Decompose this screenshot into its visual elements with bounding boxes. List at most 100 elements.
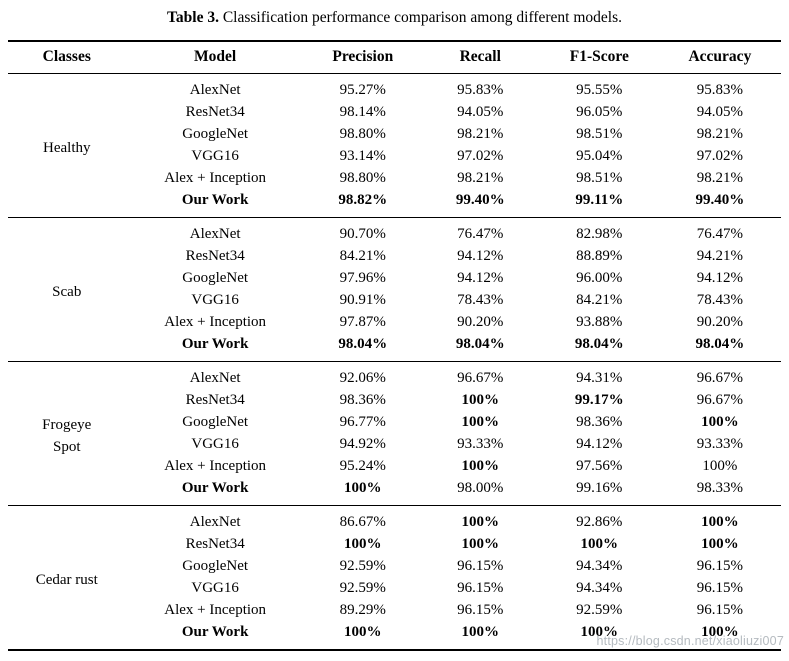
class-label: Scab (8, 217, 126, 362)
column-header-model: Model (125, 41, 305, 74)
f1-cell: 94.34% (576, 579, 623, 596)
table-row: ResNet34 84.21% 94.12% 88.89% 94.21% (8, 245, 781, 267)
model-cell: VGG16 (191, 435, 239, 452)
class-label: Frogeye Spot (8, 361, 126, 506)
table-row: GoogleNet 98.80% 98.21% 98.51% 98.21% (8, 123, 781, 145)
model-cell: Our Work (181, 335, 249, 352)
table-row: VGG16 92.59% 96.15% 94.34% 96.15% (8, 577, 781, 599)
column-header-f1-score: F1-Score (539, 41, 659, 74)
f1-cell: 95.04% (576, 147, 623, 164)
recall-cell: 94.05% (457, 103, 504, 120)
accuracy-cell: 94.12% (696, 269, 744, 286)
accuracy-cell: 96.15% (696, 557, 744, 574)
table-row: VGG16 90.91% 78.43% 84.21% 78.43% (8, 289, 781, 311)
f1-cell: 98.36% (576, 413, 623, 430)
recall-cell: 100% (461, 535, 500, 552)
accuracy-cell: 100% (701, 535, 739, 552)
f1-cell: 99.17% (574, 391, 624, 408)
table-row: Our Work 100% 100% 100% 100% (8, 621, 781, 650)
f1-cell: 88.89% (576, 247, 623, 264)
precision-cell: 98.04% (338, 335, 388, 352)
accuracy-cell: 76.47% (658, 217, 781, 245)
table-caption: Table 3. Classification performance comp… (0, 0, 789, 29)
model-cell: Alex + Inception (164, 169, 267, 186)
recall-cell: 96.67% (420, 361, 540, 389)
accuracy-cell: 98.21% (696, 125, 744, 142)
accuracy-cell: 96.67% (658, 361, 781, 389)
group-frogeye-spot: Frogeye Spot AlexNet 92.06% 96.67% 94.31… (8, 361, 781, 506)
model-cell: GoogleNet (182, 413, 249, 430)
f1-cell: 98.51% (576, 169, 623, 186)
precision-cell: 95.27% (339, 81, 386, 98)
class-label: Cedar rust (8, 505, 126, 650)
recall-cell: 98.21% (457, 169, 504, 186)
csdn-watermark: https://blog.csdn.net/xiaoliuzi007 (596, 634, 784, 648)
accuracy-cell: 100% (701, 623, 739, 640)
precision-cell: 95.24% (339, 457, 386, 474)
model-cell: Our Work (181, 623, 249, 640)
model-cell: Our Work (181, 191, 249, 208)
model-cell: AlexNet (189, 81, 241, 98)
accuracy-cell: 96.15% (696, 579, 744, 596)
precision-cell: 100% (344, 623, 382, 640)
accuracy-cell: 78.43% (696, 291, 744, 308)
group-cedar-rust: Cedar rust AlexNet 86.67% 100% 92.86% 10… (8, 505, 781, 650)
model-cell: VGG16 (191, 579, 239, 596)
model-cell: Alex + Inception (164, 457, 267, 474)
recall-cell: 100% (461, 413, 500, 430)
accuracy-cell: 95.83% (696, 81, 744, 98)
f1-cell: 92.59% (576, 601, 623, 618)
f1-cell: 96.00% (576, 269, 623, 286)
table-row: Scab AlexNet 90.70% 76.47% 82.98% 76.47% (8, 217, 781, 362)
recall-cell: 76.47% (420, 217, 540, 245)
precision-cell: 92.59% (339, 579, 386, 596)
model-cell: ResNet34 (185, 247, 245, 264)
accuracy-cell: 100% (702, 457, 738, 474)
table-header: Classes Model Precision Recall F1-Score … (8, 41, 781, 74)
table-row: ResNet34 98.36% 100% 99.17% 96.67% (8, 389, 781, 411)
recall-cell: 90.20% (457, 313, 504, 330)
model-cell: ResNet34 (185, 103, 245, 120)
model-cell: AlexNet (125, 361, 305, 389)
recall-cell: 93.33% (457, 435, 504, 452)
table-row: Alex + Inception 97.87% 90.20% 93.88% 90… (8, 311, 781, 333)
model-cell: VGG16 (191, 291, 239, 308)
recall-cell: 96.15% (457, 601, 504, 618)
table-row: ResNet34 100% 100% 100% 100% (8, 533, 781, 555)
precision-cell: 90.91% (339, 291, 386, 308)
f1-cell: 97.56% (576, 457, 623, 474)
table-row: Our Work 100% 98.00% 99.16% 98.33% (8, 477, 781, 506)
precision-cell: 97.96% (339, 269, 386, 286)
accuracy-cell: 100% (658, 505, 781, 533)
f1-cell: 94.31% (539, 361, 659, 389)
recall-cell: 95.83% (457, 81, 504, 98)
f1-cell: 82.98% (539, 217, 659, 245)
header-row: Classes Model Precision Recall F1-Score … (8, 41, 781, 74)
model-cell: GoogleNet (182, 125, 249, 142)
group-healthy: Healthy AlexNet 95.27% 95.83% 95.55% 95.… (8, 74, 781, 218)
precision-cell: 100% (344, 479, 382, 496)
precision-cell: 96.77% (339, 413, 386, 430)
group-scab: Scab AlexNet 90.70% 76.47% 82.98% 76.47%… (8, 217, 781, 362)
column-header-accuracy: Accuracy (658, 41, 781, 74)
precision-cell: 84.21% (339, 247, 386, 264)
column-header-classes: Classes (8, 41, 126, 74)
precision-cell: 93.14% (339, 147, 386, 164)
recall-cell: 98.00% (457, 479, 504, 496)
model-cell: GoogleNet (182, 269, 249, 286)
f1-cell: 92.86% (539, 505, 659, 533)
model-cell: ResNet34 (185, 535, 245, 552)
class-label: Healthy (43, 140, 91, 156)
f1-cell: 84.21% (576, 291, 623, 308)
table-caption-label: Table 3. (166, 9, 219, 26)
f1-cell: 95.55% (576, 81, 623, 98)
table-row: VGG16 93.14% 97.02% 95.04% 97.02% (8, 145, 781, 167)
model-cell: VGG16 (191, 147, 239, 164)
accuracy-cell: 96.15% (696, 601, 744, 618)
recall-cell: 96.15% (457, 557, 504, 574)
recall-cell: 100% (461, 457, 500, 474)
f1-cell: 96.05% (576, 103, 623, 120)
column-header-precision: Precision (304, 41, 421, 74)
precision-cell: 92.06% (304, 361, 421, 389)
